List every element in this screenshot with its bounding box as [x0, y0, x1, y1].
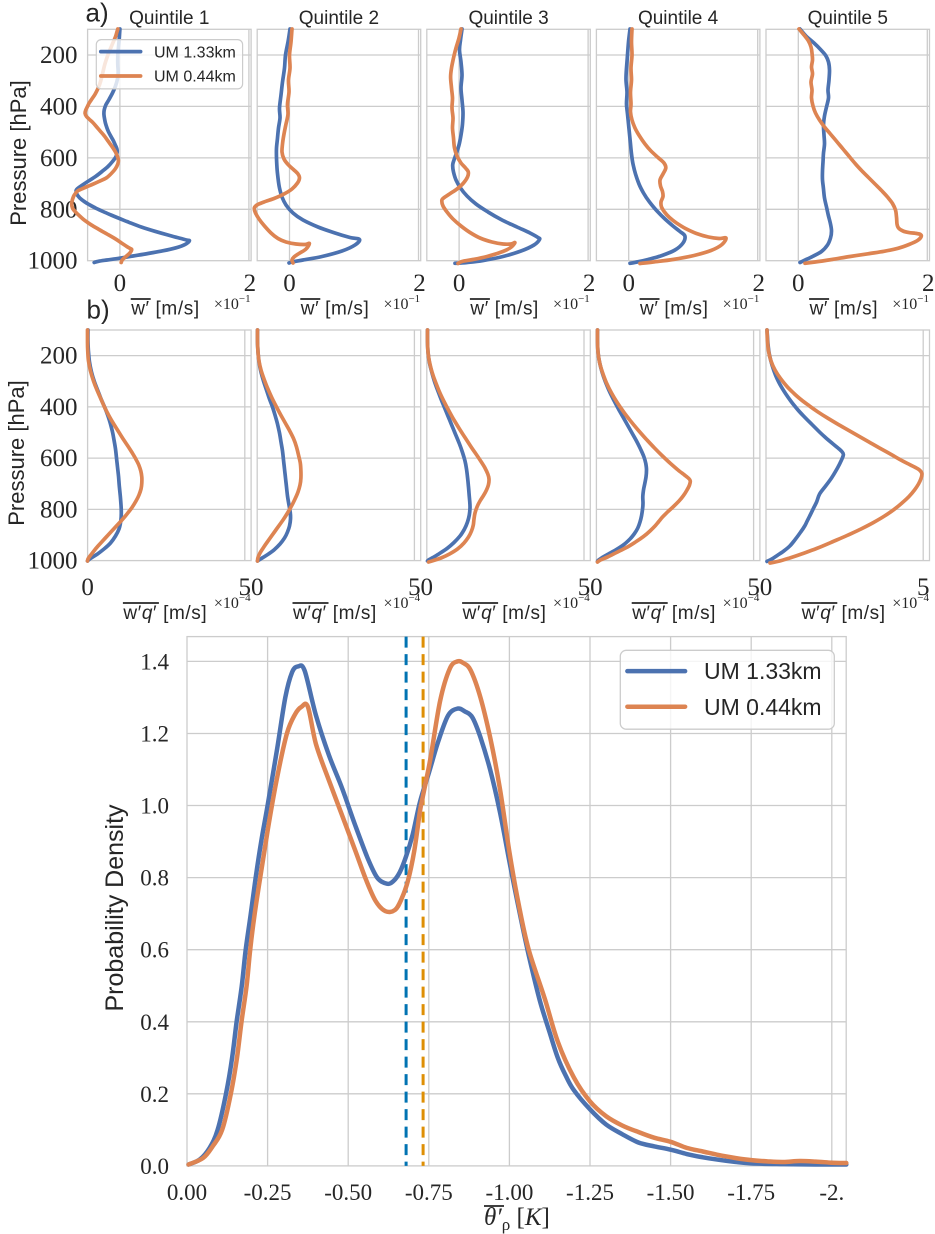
svg-text:5: 5 [239, 574, 252, 601]
svg-text:θ′ρ [K]: θ′ρ [K] [484, 1204, 550, 1234]
svg-text:w′q′ [m/s]: w′q′ [m/s] [122, 603, 207, 624]
svg-text:5: 5 [408, 574, 421, 601]
svg-text:Quintile 1: Quintile 1 [129, 8, 209, 29]
svg-text:0: 0 [421, 574, 434, 601]
svg-text:b): b) [87, 295, 110, 325]
svg-text:-0.75: -0.75 [405, 1180, 453, 1205]
svg-text:5: 5 [917, 574, 930, 601]
svg-text:0: 0 [251, 574, 264, 601]
svg-text:0.4: 0.4 [140, 1010, 169, 1035]
svg-text:Quintile 3: Quintile 3 [468, 8, 548, 29]
svg-text:Quintile 4: Quintile 4 [638, 8, 719, 29]
svg-text:2: 2 [922, 270, 935, 297]
svg-text:0.8: 0.8 [140, 866, 169, 891]
svg-text:200: 200 [40, 42, 78, 69]
svg-text:a): a) [86, 0, 109, 28]
svg-text:-0.25: -0.25 [244, 1180, 292, 1205]
svg-text:1.4: 1.4 [140, 649, 169, 674]
svg-text:0: 0 [114, 270, 127, 297]
svg-text:2: 2 [583, 270, 596, 297]
svg-text:0.00: 0.00 [167, 1180, 207, 1205]
svg-text:0: 0 [622, 270, 635, 297]
svg-text:w′ [m/s]: w′ [m/s] [469, 299, 539, 320]
svg-text:UM 1.33km: UM 1.33km [704, 658, 822, 684]
svg-text:2: 2 [752, 270, 765, 297]
svg-text:w′q′ [m/s]: w′q′ [m/s] [462, 603, 547, 624]
svg-text:w′ [m/s]: w′ [m/s] [639, 299, 709, 320]
svg-text:1000: 1000 [28, 248, 78, 275]
svg-text:Quintile 2: Quintile 2 [299, 8, 379, 29]
svg-text:400: 400 [40, 394, 78, 421]
svg-text:w′q′ [m/s]: w′q′ [m/s] [292, 603, 377, 624]
svg-text:5: 5 [747, 574, 760, 601]
svg-text:-0.50: -0.50 [324, 1180, 372, 1205]
svg-text:5: 5 [578, 574, 591, 601]
svg-text:UM 0.44km: UM 0.44km [154, 69, 236, 86]
svg-text:-2.: -2. [819, 1180, 844, 1205]
svg-text:2: 2 [244, 270, 257, 297]
svg-text:0: 0 [283, 270, 296, 297]
svg-text:-1.50: -1.50 [647, 1180, 695, 1205]
svg-text:400: 400 [40, 93, 78, 120]
svg-text:Probability Density: Probability Density [101, 804, 129, 1012]
svg-text:w′ [m/s]: w′ [m/s] [809, 299, 879, 320]
svg-text:0.0: 0.0 [140, 1154, 169, 1179]
svg-text:1.0: 1.0 [140, 794, 169, 819]
svg-text:Pressure [hPa]: Pressure [hPa] [4, 380, 29, 526]
svg-text:Pressure [hPa]: Pressure [hPa] [6, 80, 31, 226]
svg-text:-1.75: -1.75 [727, 1180, 775, 1205]
svg-text:0.6: 0.6 [140, 938, 169, 963]
svg-text:UM 1.33km: UM 1.33km [154, 44, 236, 61]
svg-text:800: 800 [40, 496, 78, 523]
svg-text:-1.25: -1.25 [566, 1180, 614, 1205]
svg-text:w′q′ [m/s]: w′q′ [m/s] [631, 603, 716, 624]
svg-text:Quintile 5: Quintile 5 [808, 8, 888, 29]
svg-text:0.2: 0.2 [140, 1082, 169, 1107]
svg-text:1000: 1000 [28, 548, 78, 575]
svg-text:0: 0 [81, 574, 94, 601]
svg-text:0: 0 [453, 270, 466, 297]
svg-text:600: 600 [40, 445, 78, 472]
svg-text:w′ [m/s]: w′ [m/s] [300, 299, 370, 320]
svg-text:1.2: 1.2 [140, 722, 169, 747]
svg-text:0: 0 [760, 574, 773, 601]
svg-text:UM 0.44km: UM 0.44km [704, 694, 822, 720]
svg-text:0: 0 [590, 574, 603, 601]
svg-text:2: 2 [413, 270, 426, 297]
svg-text:w′ [m/s]: w′ [m/s] [130, 299, 200, 320]
svg-text:w′q′ [m/s]: w′q′ [m/s] [801, 603, 886, 624]
svg-text:200: 200 [40, 343, 78, 370]
svg-text:-1.00: -1.00 [485, 1180, 533, 1205]
svg-text:0: 0 [792, 270, 805, 297]
svg-text:600: 600 [40, 145, 78, 172]
